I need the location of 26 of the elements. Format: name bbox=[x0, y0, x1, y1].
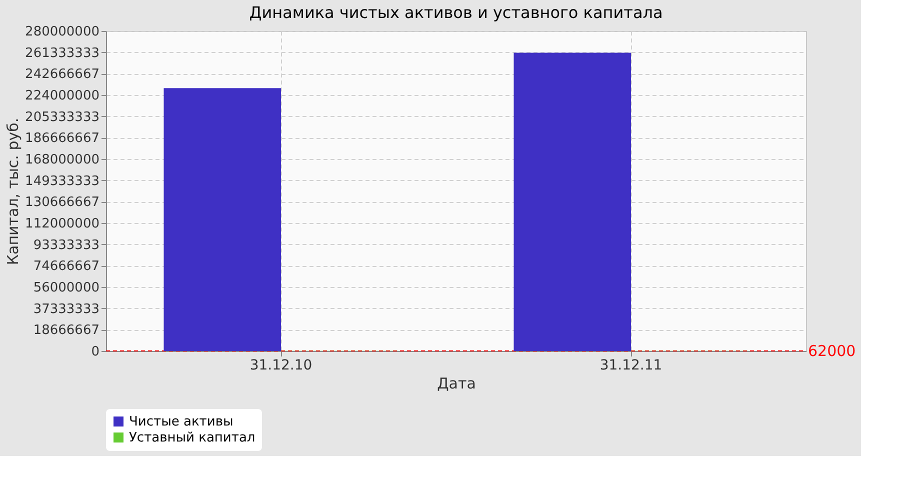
legend-label: Уставный капитал bbox=[129, 430, 256, 446]
x-tick-label: 31.12.10 bbox=[250, 358, 312, 374]
y-tick-label: 56000000 bbox=[33, 280, 100, 296]
y-tick-label: 280000000 bbox=[25, 24, 100, 40]
bar bbox=[514, 52, 631, 351]
y-tick-label: 149333333 bbox=[25, 174, 100, 189]
y-tick-label: 130666667 bbox=[25, 195, 100, 210]
y-axis-title: Капитал, тыс. руб. bbox=[4, 118, 22, 266]
y-tick-label: 224000000 bbox=[25, 88, 100, 104]
chart-title: Динамика чистых активов и уставного капитала bbox=[249, 3, 663, 22]
x-axis-title: Дата bbox=[437, 374, 476, 392]
y-tick-label: 0 bbox=[91, 344, 100, 360]
ref-line-label: 62000 bbox=[808, 342, 856, 360]
y-tick-label: 242666667 bbox=[25, 67, 100, 82]
y-tick-label: 112000000 bbox=[25, 216, 100, 232]
y-tick-label: 74666667 bbox=[33, 259, 100, 274]
y-tick-label: 168000000 bbox=[25, 152, 100, 168]
legend-label: Чистые активы bbox=[129, 414, 234, 430]
x-tick-label: 31.12.11 bbox=[600, 358, 662, 374]
y-tick-label: 205333333 bbox=[25, 110, 100, 125]
bar bbox=[164, 88, 281, 351]
y-tick-label: 186666667 bbox=[25, 131, 100, 146]
y-tick-label: 37333333 bbox=[33, 302, 100, 317]
y-tick-label: 93333333 bbox=[33, 238, 100, 253]
y-tick-label: 261333333 bbox=[25, 46, 100, 61]
y-tick-label: 18666667 bbox=[33, 323, 100, 338]
